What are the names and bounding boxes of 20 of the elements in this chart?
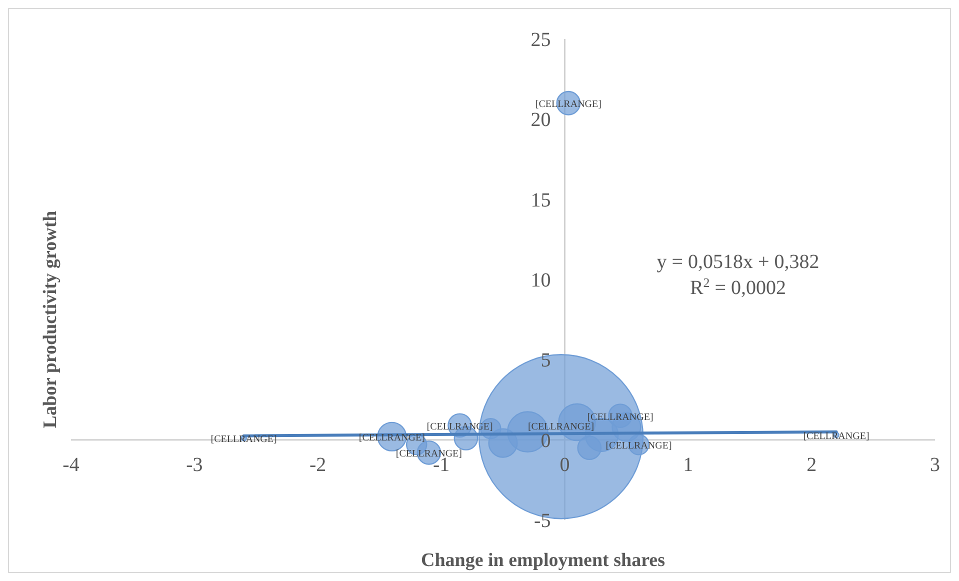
x-tick-label: 1 — [683, 454, 694, 476]
x-tick-label: 3 — [930, 454, 940, 476]
y-tick-label: 15 — [530, 189, 551, 212]
x-axis-title: Change in employment shares — [420, 550, 666, 571]
y-tick-label: 25 — [530, 29, 551, 51]
x-tick-label: 2 — [806, 454, 817, 476]
x-tick-label: -4 — [62, 454, 80, 476]
annotation: y = 0,0518x + 0,382 — [656, 251, 820, 273]
annotation: R$^{2}$ = 0,0002 — [690, 274, 786, 299]
data-label: [CELLRANGE] — [210, 434, 277, 446]
y-tick-label: 10 — [530, 270, 551, 292]
y-tick-label: -5 — [534, 510, 551, 532]
x-tick-label: -3 — [186, 454, 203, 476]
data-label: [CELLRANGE] — [358, 432, 425, 444]
x-tick-label: 0 — [560, 454, 570, 476]
y-axis-title: Labor productivity growth — [40, 210, 61, 428]
x-tick-label: -2 — [310, 454, 326, 476]
y-tick-label: 20 — [530, 109, 551, 132]
data-label: [CELLRANGE] — [803, 431, 870, 442]
y-tick-label: 5 — [540, 350, 551, 372]
